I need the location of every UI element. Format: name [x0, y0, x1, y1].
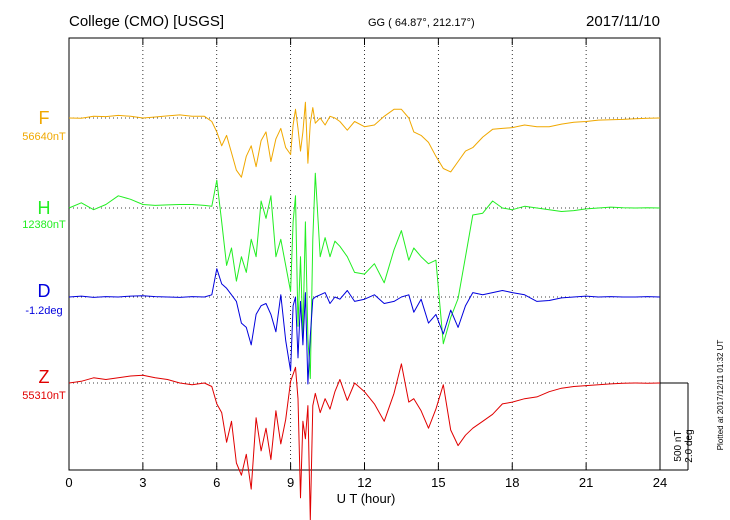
x-tick-label: 21: [579, 475, 593, 490]
series-d-baseline-value: -1.2deg: [25, 305, 62, 317]
x-tick-label: 0: [65, 475, 72, 490]
series-lines: [68, 101, 661, 520]
series-z-line: [68, 363, 661, 520]
series-z-baseline-value: 55310nT: [22, 390, 66, 402]
series-z-name: Z: [39, 367, 50, 387]
scale-deg-label: 2.0 deg: [684, 429, 695, 462]
series-f-name: F: [39, 108, 50, 128]
baselines: [69, 117, 660, 384]
station-title: College (CMO) [USGS]: [69, 13, 224, 30]
coordinates-label: GG ( 64.87°, 212.17°): [368, 17, 475, 29]
series-d-name: D: [38, 281, 51, 301]
x-tick-label: 12: [357, 475, 371, 490]
series-h-name: H: [38, 198, 51, 218]
series-f-baseline-value: 56640nT: [22, 131, 66, 143]
plotted-timestamp: Plotted at 2017/12/11 01:32 UT: [716, 340, 725, 451]
x-tick-label: 24: [653, 475, 667, 490]
x-tick-label: 3: [139, 475, 146, 490]
date-label: 2017/11/10: [586, 13, 660, 30]
x-tick-label: 6: [213, 475, 220, 490]
series-h-baseline-value: 12380nT: [22, 219, 66, 231]
gridlines: [142, 38, 587, 470]
series-d-line: [68, 268, 661, 385]
x-tick-label: 15: [431, 475, 445, 490]
x-axis-title: U T (hour): [337, 491, 396, 506]
scale-bar: 500 nT 2.0 deg: [660, 382, 695, 471]
scale-nt-label: 500 nT: [673, 430, 684, 461]
series-f-line: [68, 101, 661, 178]
x-ticks: 0 3 6 9 12 15 18 21 24: [65, 38, 667, 490]
x-tick-label: 9: [287, 475, 294, 490]
series-h-line: [68, 172, 661, 379]
x-tick-label: 18: [505, 475, 519, 490]
